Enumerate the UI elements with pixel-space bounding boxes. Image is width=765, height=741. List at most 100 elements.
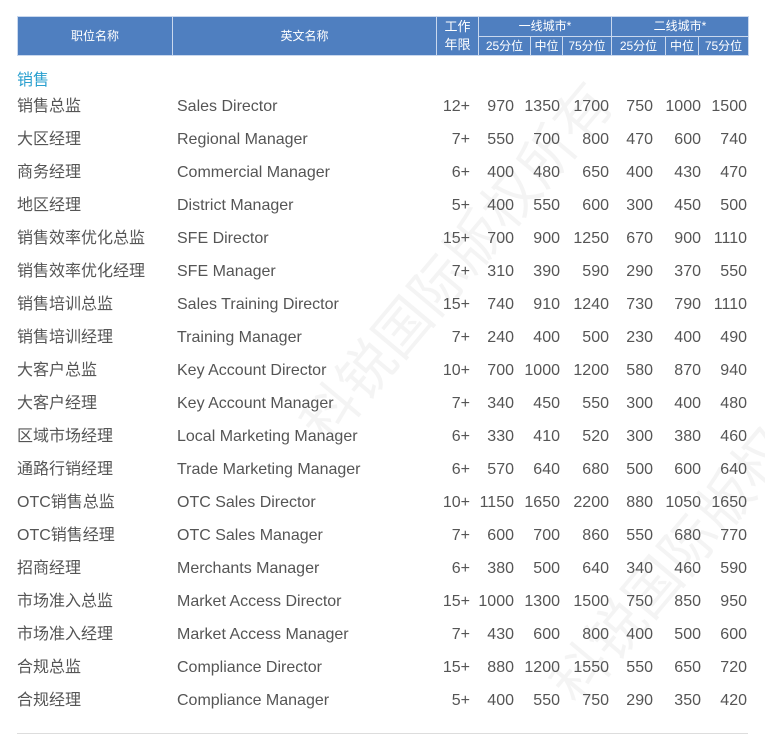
cell-position-en: Merchants Manager — [177, 560, 320, 577]
cell-t1-p75: 550 — [582, 395, 609, 412]
cell-t2-p75: 590 — [720, 560, 747, 577]
cell-t1-p25: 380 — [487, 560, 514, 577]
cell-t2-p75: 720 — [720, 659, 747, 676]
divider — [17, 733, 748, 734]
header-t1-p25: 25分位 — [478, 35, 531, 56]
cell-years: 10+ — [442, 494, 470, 511]
cell-position-en: SFE Manager — [177, 263, 276, 280]
cell-position-en: SFE Director — [177, 230, 269, 247]
cell-t2-median: 400 — [674, 395, 701, 412]
table-row: 销售培训经理 Training Manager 7+ 240 400 500 230 400 4… — [17, 321, 747, 354]
cell-t2-median: 500 — [674, 626, 701, 643]
cell-t2-p75: 1110 — [713, 296, 747, 313]
cell-t2-p25: 290 — [626, 263, 653, 280]
cell-t2-p25: 230 — [626, 329, 653, 346]
cell-position-en: Sales Training Director — [177, 296, 339, 313]
cell-t1-median: 1650 — [524, 494, 560, 511]
table-row: OTC销售总监 OTC Sales Director 10+ 1150 1650 2200… — [17, 486, 747, 519]
cell-years: 6+ — [451, 461, 470, 478]
cell-t1-p75: 680 — [582, 461, 609, 478]
cell-position-en: Compliance Director — [177, 659, 322, 676]
cell-t2-p25: 550 — [626, 527, 653, 544]
cell-position-cn: 销售效率优化经理 — [17, 263, 146, 280]
cell-t2-p75: 950 — [720, 593, 747, 610]
cell-t2-p75: 500 — [720, 197, 747, 214]
cell-t1-p75: 1500 — [573, 593, 609, 610]
cell-t2-p75: 470 — [720, 164, 747, 181]
cell-t1-median: 600 — [533, 626, 560, 643]
cell-t1-median: 1200 — [524, 659, 560, 676]
cell-t2-median: 430 — [674, 164, 701, 181]
cell-t2-p25: 300 — [626, 395, 653, 412]
cell-t1-p25: 310 — [487, 263, 514, 280]
cell-t2-p25: 470 — [626, 131, 653, 148]
cell-t1-median: 450 — [533, 395, 560, 412]
table-row: 合规经理 Compliance Manager 5+ 400 550 750 290 350 4… — [17, 684, 747, 717]
cell-t1-median: 1350 — [524, 98, 560, 115]
cell-position-cn: 区域市场经理 — [17, 428, 114, 445]
table-row: 销售培训总监 Sales Training Director 15+ 740 910 12… — [17, 288, 747, 321]
cell-t2-median: 1000 — [665, 98, 701, 115]
cell-t1-p25: 700 — [487, 362, 514, 379]
cell-t1-median: 550 — [533, 197, 560, 214]
cell-t1-p75: 1700 — [573, 98, 609, 115]
cell-t1-p25: 880 — [487, 659, 514, 676]
cell-t1-median: 910 — [533, 296, 560, 313]
cell-t1-p25: 550 — [487, 131, 514, 148]
cell-position-cn: 合规总监 — [17, 659, 82, 676]
cell-years: 12+ — [442, 98, 470, 115]
cell-t1-p25: 1150 — [479, 494, 514, 511]
cell-t2-median: 450 — [674, 197, 701, 214]
cell-position-en: Key Account Director — [177, 362, 327, 379]
cell-years: 7+ — [451, 263, 470, 280]
cell-position-cn: OTC销售经理 — [17, 527, 115, 544]
cell-t1-p75: 650 — [582, 164, 609, 181]
cell-t2-median: 460 — [674, 560, 701, 577]
cell-t1-median: 550 — [533, 692, 560, 709]
table-row: 通路行销经理 Trade Marketing Manager 6+ 570 640 680… — [17, 453, 747, 486]
cell-t2-p25: 300 — [626, 197, 653, 214]
cell-position-cn: 市场准入总监 — [17, 593, 114, 610]
cell-t2-p25: 400 — [626, 164, 653, 181]
cell-t2-p75: 550 — [720, 263, 747, 280]
cell-t2-p25: 670 — [626, 230, 653, 247]
cell-t1-p75: 2200 — [573, 494, 609, 511]
cell-t2-p75: 1110 — [713, 230, 747, 247]
cell-t2-p25: 750 — [626, 98, 653, 115]
cell-position-en: Commercial Manager — [177, 164, 330, 181]
cell-years: 15+ — [442, 659, 470, 676]
table-row: 大区经理 Regional Manager 7+ 550 700 800 470 600 740 — [17, 123, 747, 156]
cell-t2-p25: 500 — [626, 461, 653, 478]
cell-t2-p25: 550 — [626, 659, 653, 676]
cell-t1-median: 640 — [533, 461, 560, 478]
cell-t1-p75: 590 — [582, 263, 609, 280]
cell-years: 7+ — [451, 395, 470, 412]
cell-position-en: Training Manager — [177, 329, 302, 346]
cell-position-cn: 销售效率优化总监 — [17, 230, 146, 247]
cell-years: 7+ — [451, 626, 470, 643]
cell-position-cn: 大区经理 — [17, 131, 82, 148]
cell-t2-p25: 290 — [626, 692, 653, 709]
cell-position-en: Trade Marketing Manager — [177, 461, 361, 478]
cell-t2-median: 600 — [674, 131, 701, 148]
cell-position-cn: 招商经理 — [17, 560, 82, 577]
cell-t1-p25: 970 — [487, 98, 514, 115]
cell-t2-median: 600 — [674, 461, 701, 478]
cell-t2-p75: 640 — [720, 461, 747, 478]
cell-t1-p75: 600 — [582, 197, 609, 214]
header-tier1-cities: 一线城市* — [478, 16, 612, 37]
cell-t2-p25: 750 — [626, 593, 653, 610]
cell-years: 7+ — [451, 329, 470, 346]
cell-position-cn: 大客户经理 — [17, 395, 98, 412]
cell-position-cn: 销售培训经理 — [17, 329, 114, 346]
cell-years: 15+ — [442, 593, 470, 610]
cell-t1-p25: 240 — [487, 329, 514, 346]
cell-position-cn: 通路行销经理 — [17, 461, 114, 478]
cell-t1-median: 480 — [533, 164, 560, 181]
cell-t1-p75: 1250 — [573, 230, 609, 247]
cell-t1-median: 410 — [533, 428, 560, 445]
cell-position-cn: 市场准入经理 — [17, 626, 114, 643]
cell-position-cn: 商务经理 — [17, 164, 82, 181]
cell-years: 6+ — [451, 428, 470, 445]
cell-t2-median: 680 — [674, 527, 701, 544]
